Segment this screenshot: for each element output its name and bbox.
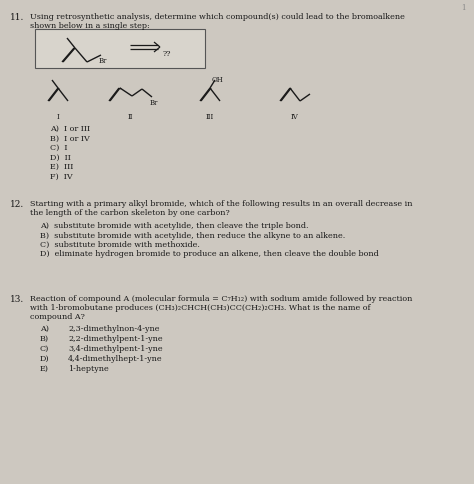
Text: Using retrosynthetic analysis, determine which compound(s) could lead to the bro: Using retrosynthetic analysis, determine… xyxy=(30,13,405,21)
Text: 3,4-dimethylpent-1-yne: 3,4-dimethylpent-1-yne xyxy=(68,345,163,353)
Text: 12.: 12. xyxy=(10,200,24,209)
Text: 2,3-dimethylnon-4-yne: 2,3-dimethylnon-4-yne xyxy=(68,325,159,333)
Text: with 1-bromobutane produces (CH₃)₂CHCH(CH₃)CC(CH₂)₂CH₃. What is the name of: with 1-bromobutane produces (CH₃)₂CHCH(C… xyxy=(30,304,371,312)
Text: D)  II: D) II xyxy=(50,153,71,162)
Text: F)  IV: F) IV xyxy=(50,172,73,181)
Text: III: III xyxy=(206,113,214,121)
Text: D): D) xyxy=(40,355,50,363)
Text: shown below in a single step:: shown below in a single step: xyxy=(30,22,150,30)
Text: the length of the carbon skeleton by one carbon?: the length of the carbon skeleton by one… xyxy=(30,209,230,217)
Text: 4,4-dimethylhept-1-yne: 4,4-dimethylhept-1-yne xyxy=(68,355,163,363)
Text: Br: Br xyxy=(99,57,108,65)
Text: ??: ?? xyxy=(163,50,172,58)
Text: 11.: 11. xyxy=(10,13,24,22)
Text: Starting with a primary alkyl bromide, which of the following results in an over: Starting with a primary alkyl bromide, w… xyxy=(30,200,412,208)
Text: 13.: 13. xyxy=(10,295,24,304)
Text: A)  I or III: A) I or III xyxy=(50,125,90,133)
Text: A)  substitute bromide with acetylide, then cleave the triple bond.: A) substitute bromide with acetylide, th… xyxy=(40,222,309,230)
Text: II: II xyxy=(127,113,133,121)
Text: A): A) xyxy=(40,325,49,333)
Text: Reaction of compound A (molecular formula = C₇H₁₂) with sodium amide followed by: Reaction of compound A (molecular formul… xyxy=(30,295,412,303)
Text: C)  I: C) I xyxy=(50,144,67,152)
Text: 1-heptyne: 1-heptyne xyxy=(68,365,109,373)
Text: I: I xyxy=(56,113,59,121)
Text: D)  eliminate hydrogen bromide to produce an alkene, then cleave the double bond: D) eliminate hydrogen bromide to produce… xyxy=(40,251,379,258)
Text: B)  substitute bromide with acetylide, then reduce the alkyne to an alkene.: B) substitute bromide with acetylide, th… xyxy=(40,231,345,240)
Bar xyxy=(35,29,205,68)
Text: Br: Br xyxy=(150,99,158,107)
Text: IV: IV xyxy=(291,113,299,121)
Text: 1: 1 xyxy=(462,4,466,12)
Text: B): B) xyxy=(40,335,49,343)
Text: C)  substitute bromide with methoxide.: C) substitute bromide with methoxide. xyxy=(40,241,200,249)
Text: C): C) xyxy=(40,345,49,353)
Text: OH: OH xyxy=(212,76,224,84)
Text: compound A?: compound A? xyxy=(30,313,85,321)
Text: 2,2-dimethylpent-1-yne: 2,2-dimethylpent-1-yne xyxy=(68,335,163,343)
Text: E): E) xyxy=(40,365,49,373)
Text: E)  III: E) III xyxy=(50,163,73,171)
Text: B)  I or IV: B) I or IV xyxy=(50,135,90,142)
